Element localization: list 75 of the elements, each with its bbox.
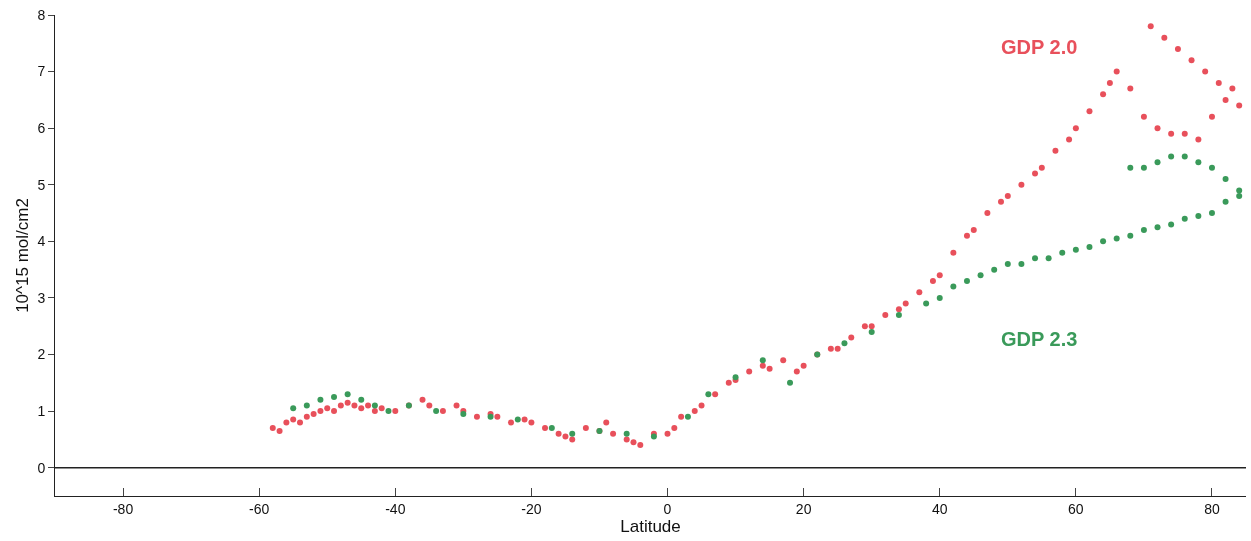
point: [433, 408, 440, 415]
point: [684, 413, 691, 420]
point: [385, 408, 392, 415]
point: [1059, 249, 1066, 256]
point: [1236, 187, 1243, 194]
point: [1072, 246, 1079, 253]
point: [1168, 153, 1175, 160]
x-tick-label: 60: [1068, 500, 1084, 517]
point: [1154, 224, 1161, 231]
point: [358, 396, 365, 403]
point: [936, 294, 943, 301]
point: [1032, 255, 1039, 262]
x-tick-label: 0: [663, 500, 672, 517]
point: [1113, 235, 1120, 242]
point: [1086, 244, 1093, 251]
x-tick-label: 40: [931, 500, 948, 517]
y-tick-label: 5: [37, 176, 46, 193]
point: [514, 416, 521, 423]
x-axis-title: Latitude: [620, 516, 681, 536]
point: [950, 283, 957, 290]
point: [1140, 164, 1147, 171]
point: [1140, 227, 1147, 234]
point: [1208, 164, 1215, 171]
point: [1004, 260, 1011, 267]
point: [1208, 210, 1215, 217]
y-tick-label: 8: [37, 6, 46, 23]
y-tick-label: 3: [37, 289, 46, 306]
x-tick-label: -40: [385, 500, 406, 517]
point: [787, 379, 794, 386]
x-tick-label: 80: [1204, 500, 1220, 517]
point: [1045, 255, 1052, 262]
x-tick-label: -20: [521, 500, 542, 517]
point: [1168, 221, 1175, 228]
point: [1018, 260, 1025, 267]
x-tick-label: -60: [249, 500, 270, 517]
y-tick-label: 2: [37, 346, 46, 363]
point: [303, 402, 310, 409]
point: [623, 430, 630, 437]
point: [331, 393, 338, 400]
y-tick-label: 0: [37, 459, 46, 476]
point: [1236, 193, 1243, 200]
point: [317, 396, 324, 403]
point: [1100, 238, 1107, 245]
y-tick-label: 1: [37, 403, 46, 420]
point: [1222, 198, 1229, 205]
point: [1195, 212, 1202, 219]
point: [705, 391, 712, 398]
text: GDP 2.3: [1001, 328, 1078, 350]
point: [344, 391, 351, 398]
point: [868, 328, 875, 335]
point: [1195, 159, 1202, 166]
point: [1127, 232, 1134, 239]
point: [1181, 153, 1188, 160]
point: [371, 402, 378, 409]
y-tick-label: 6: [37, 120, 46, 137]
point: [1181, 215, 1188, 222]
point: [963, 277, 970, 284]
point: [569, 430, 576, 437]
x-tick-label: -80: [112, 500, 134, 517]
point: [290, 405, 297, 412]
point: [841, 340, 848, 347]
y-axis-title: 10^15 mol/cm2: [12, 198, 32, 313]
point: [1154, 159, 1161, 166]
point: [977, 272, 984, 279]
series-label: GDP 2.0: [1001, 36, 1078, 58]
point: [1127, 164, 1134, 171]
point: [923, 300, 930, 307]
point: [895, 311, 902, 318]
x-tick-label: 20: [795, 500, 812, 517]
point: [548, 425, 555, 432]
y-tick-label: 7: [37, 63, 46, 80]
point: [991, 266, 998, 273]
y-tick-label: 4: [37, 233, 46, 250]
point: [759, 357, 766, 364]
point: [1222, 176, 1229, 183]
